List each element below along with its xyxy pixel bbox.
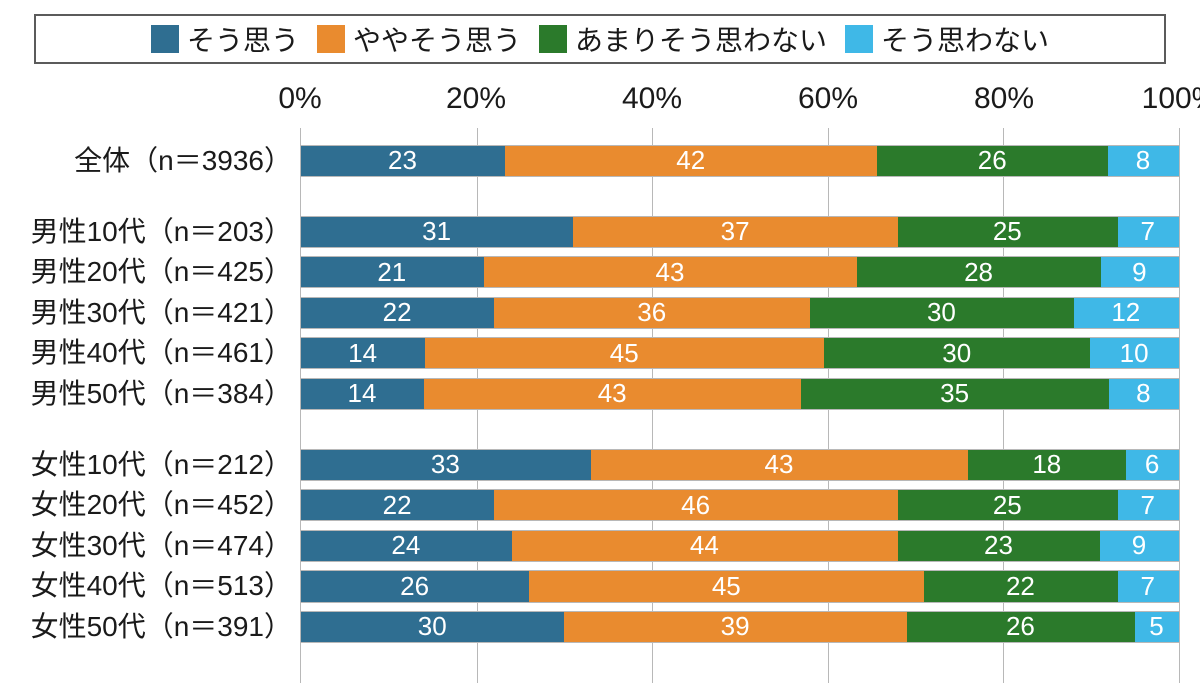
bar-segment: 22 — [301, 490, 494, 520]
bar-segment: 14 — [301, 338, 425, 368]
legend-label: そう思わない — [881, 19, 1049, 59]
category-label: 全体（n＝3936） — [0, 147, 292, 175]
bar-segment: 26 — [907, 612, 1135, 642]
bar: 2342268 — [301, 145, 1179, 177]
bar-segment: 14 — [301, 379, 424, 409]
bar-segment: 7 — [1118, 490, 1179, 520]
bar-segment: 44 — [512, 531, 898, 561]
bar-segment: 26 — [877, 146, 1108, 176]
category-label: 女性50代（n＝391） — [0, 613, 292, 641]
bar-segment: 5 — [1135, 612, 1179, 642]
bar-segment: 45 — [425, 338, 824, 368]
category-label: 男性40代（n＝461） — [0, 339, 292, 367]
bar-segment: 9 — [1101, 257, 1179, 287]
plot-area: 2342268313725721432892236301214453010144… — [300, 128, 1180, 683]
bar-segment: 43 — [484, 257, 858, 287]
bar-segment: 22 — [301, 298, 494, 328]
bar-segment: 6 — [1126, 450, 1179, 480]
bar-segment: 23 — [898, 531, 1100, 561]
bar: 1443358 — [301, 378, 1179, 410]
axis-tick-label: 40% — [622, 82, 682, 116]
bar: 3039265 — [301, 611, 1179, 643]
bar-segment: 42 — [505, 146, 877, 176]
legend-item: そう思わない — [845, 19, 1049, 59]
bar-segment: 10 — [1090, 338, 1179, 368]
category-label: 女性30代（n＝474） — [0, 532, 292, 560]
bar-segment: 35 — [801, 379, 1108, 409]
bar-segment: 7 — [1118, 217, 1179, 247]
bar-segment: 37 — [573, 217, 898, 247]
bar-segment: 30 — [301, 612, 564, 642]
bar-segment: 30 — [824, 338, 1090, 368]
category-label: 男性10代（n＝203） — [0, 218, 292, 246]
legend-item: ややそう思う — [317, 19, 521, 59]
legend-swatch — [539, 25, 567, 53]
bar-segment: 8 — [1109, 379, 1179, 409]
bar: 14453010 — [301, 337, 1179, 369]
bar-segment: 8 — [1108, 146, 1179, 176]
axis-tick-label: 20% — [446, 82, 506, 116]
bar-segment: 30 — [810, 298, 1073, 328]
bar-segment: 39 — [564, 612, 906, 642]
category-labels: 全体（n＝3936） 男性10代（n＝203） 男性20代（n＝425） 男性30代（… — [0, 128, 300, 683]
bar-segment: 43 — [424, 379, 802, 409]
bar-segment: 43 — [591, 450, 969, 480]
legend-label: ややそう思う — [353, 19, 521, 59]
legend-swatch — [317, 25, 345, 53]
bar-segment: 24 — [301, 531, 512, 561]
bar: 2444239 — [301, 530, 1179, 562]
bar-segment: 12 — [1074, 298, 1179, 328]
axis-tick-label: 60% — [798, 82, 858, 116]
category-label: 女性40代（n＝513） — [0, 572, 292, 600]
bar-segment: 45 — [529, 571, 924, 601]
bar-segment: 22 — [924, 571, 1117, 601]
bar-segment: 26 — [301, 571, 529, 601]
bar-segment: 9 — [1100, 531, 1179, 561]
category-label: 男性30代（n＝421） — [0, 299, 292, 327]
category-label: 女性10代（n＝212） — [0, 451, 292, 479]
bar-segment: 25 — [898, 490, 1118, 520]
bar-segment: 28 — [857, 257, 1100, 287]
bar: 3137257 — [301, 216, 1179, 248]
category-label: 男性20代（n＝425） — [0, 258, 292, 286]
category-label: 男性50代（n＝384） — [0, 380, 292, 408]
legend: そう思う ややそう思う あまりそう思わない そう思わない — [34, 14, 1166, 64]
bar-segment: 31 — [301, 217, 573, 247]
category-label: 女性20代（n＝452） — [0, 491, 292, 519]
axis-tick-label: 80% — [974, 82, 1034, 116]
bar-segment: 21 — [301, 257, 484, 287]
bar-segment: 36 — [494, 298, 810, 328]
bar-segment: 46 — [494, 490, 898, 520]
legend-label: あまりそう思わない — [575, 19, 827, 59]
legend-swatch — [151, 25, 179, 53]
bar-segment: 25 — [898, 217, 1118, 247]
axis-tick-label: 100% — [1142, 82, 1200, 116]
legend-swatch — [845, 25, 873, 53]
bar: 22363012 — [301, 297, 1179, 329]
bar-segment: 7 — [1118, 571, 1179, 601]
bar: 2645227 — [301, 570, 1179, 602]
legend-item: あまりそう思わない — [539, 19, 827, 59]
axis-tick-label: 0% — [278, 82, 321, 116]
bar-segment: 23 — [301, 146, 505, 176]
legend-item: そう思う — [151, 19, 299, 59]
stacked-bar-chart: そう思う ややそう思う あまりそう思わない そう思わない 0% 20% 40% 60% 80%… — [0, 0, 1200, 695]
x-axis: 0%20%40%60%80%100% — [300, 82, 1180, 122]
bar-segment: 33 — [301, 450, 591, 480]
bar: 3343186 — [301, 449, 1179, 481]
bar: 2246257 — [301, 489, 1179, 521]
legend-label: そう思う — [187, 19, 299, 59]
bar: 2143289 — [301, 256, 1179, 288]
bar-segment: 18 — [968, 450, 1126, 480]
